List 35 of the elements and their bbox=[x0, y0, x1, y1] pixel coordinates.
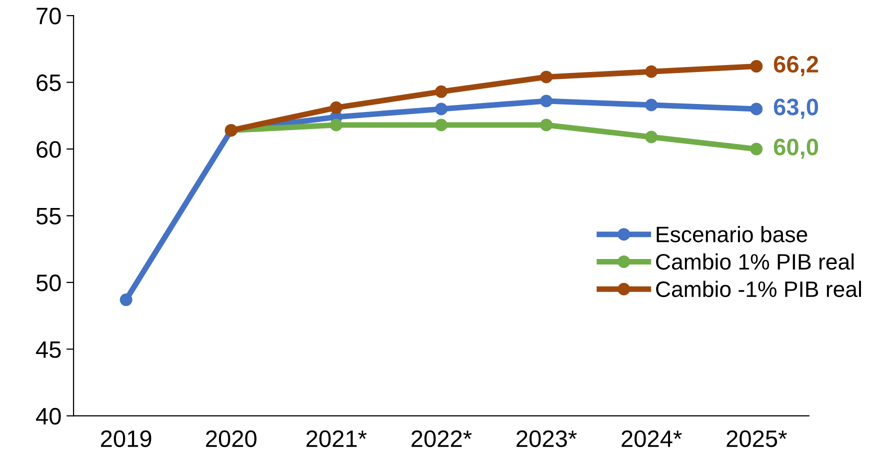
data-label: 66,2 bbox=[774, 56, 818, 76]
point bbox=[750, 60, 763, 73]
point bbox=[434, 102, 448, 116]
point bbox=[434, 85, 448, 98]
y-tick-label: 65 bbox=[36, 74, 61, 92]
point bbox=[750, 142, 763, 156]
point bbox=[750, 102, 763, 116]
x-tick-label: 2021* bbox=[306, 430, 367, 448]
x-tick-label: 2024* bbox=[622, 430, 682, 448]
y-tick-label: 70 bbox=[36, 8, 61, 24]
point bbox=[645, 130, 658, 144]
y-tick-label: 55 bbox=[36, 208, 61, 225]
point bbox=[330, 101, 342, 114]
point bbox=[434, 118, 448, 132]
y-tick-label: 60 bbox=[36, 141, 61, 158]
legend-label: Cambio 1% PIB real bbox=[656, 253, 854, 270]
point bbox=[540, 70, 553, 84]
legend-label: Escenario base bbox=[656, 226, 808, 242]
point bbox=[120, 294, 132, 306]
y-tick-label: 40 bbox=[36, 408, 61, 425]
x-tick-label: 2023* bbox=[516, 430, 577, 448]
point bbox=[540, 94, 553, 108]
x-tick-label: 2020 bbox=[206, 430, 256, 448]
point bbox=[330, 118, 342, 132]
point bbox=[540, 118, 553, 132]
x-tick-label: 2019 bbox=[100, 430, 152, 448]
x-tick-label: 2022* bbox=[412, 430, 472, 448]
data-label: 63,0 bbox=[774, 98, 818, 119]
x-tick-label: 2025* bbox=[726, 430, 787, 448]
point bbox=[645, 98, 658, 112]
point bbox=[645, 65, 658, 78]
legend-label: Cambio -1% PIB real bbox=[656, 280, 861, 298]
y-tick-label: 45 bbox=[36, 341, 61, 358]
data-label: 60,0 bbox=[774, 138, 818, 159]
y-tick-label: 50 bbox=[36, 274, 61, 292]
